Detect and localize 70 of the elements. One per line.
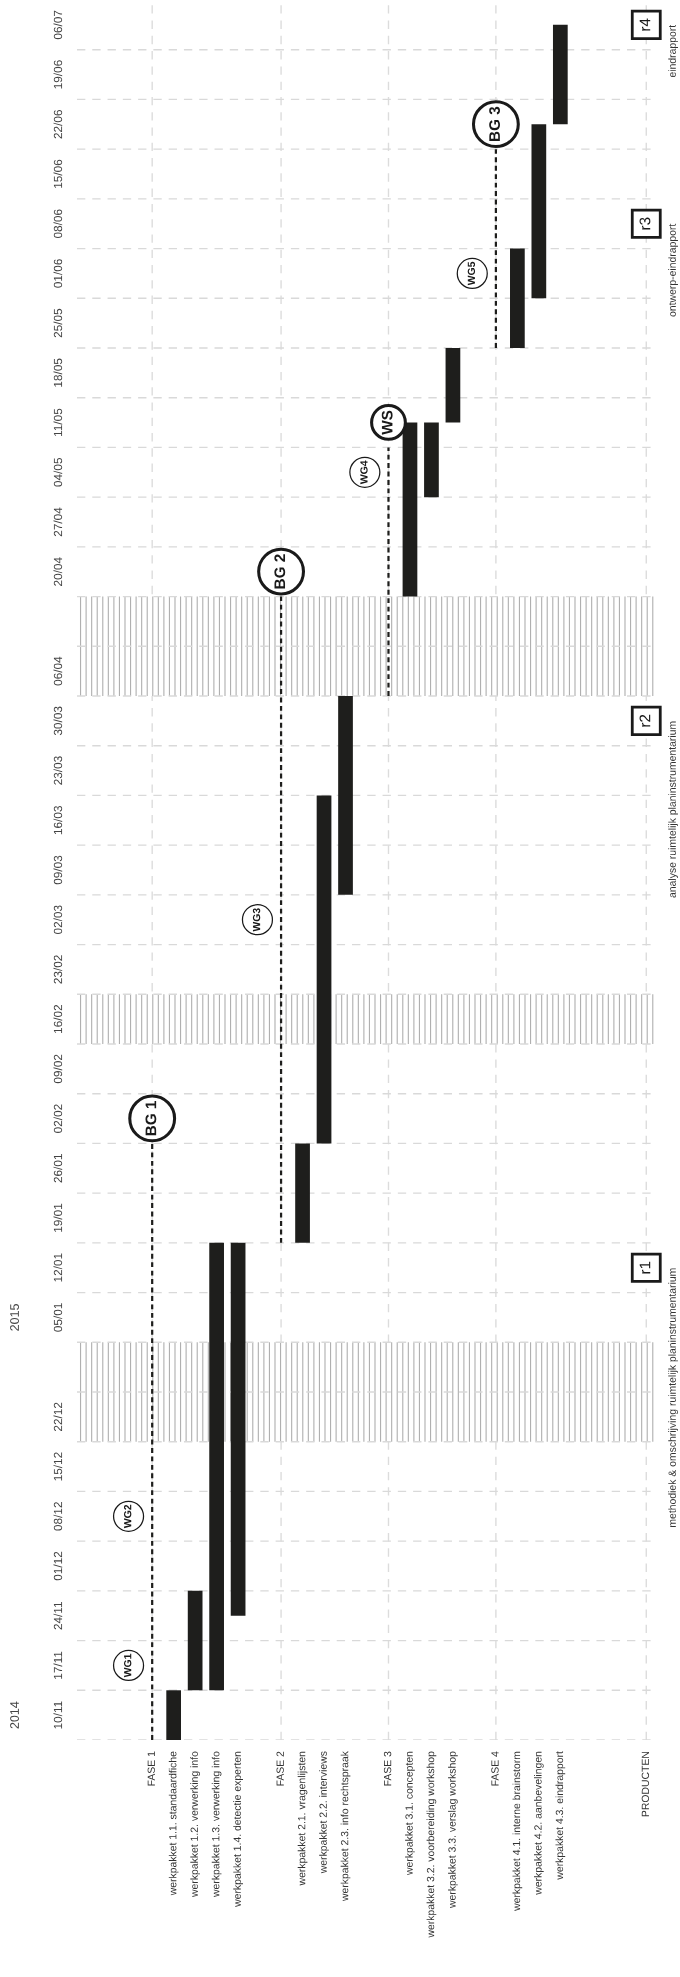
y-tick-label: 16/02 [53,1004,63,1034]
x-tick-label: werkpakket 2.3. info rechtspraak [340,1751,351,1902]
y-tick-label: 01/12 [53,1551,63,1581]
y-tick-label: 10/11 [53,1701,63,1729]
x-tick-label: werkpakket 4.1. interne brainstorm [512,1751,523,1911]
y-tick-label: 08/12 [53,1502,63,1531]
annotation: BG 1 [145,1101,157,1136]
x-tick-label: werkpakket 1.3. verwerking info [211,1751,222,1898]
y-tick-label: 15/12 [53,1452,63,1481]
annotation: r2 [639,714,651,727]
x-tick-label: werkpakket 3.3. verslag workshop [448,1751,458,1909]
y-tick-label: 18/05 [53,358,63,387]
y-tick-label: 23/02 [53,955,63,984]
x-tick-label: werkpakket 2.2. interviews [319,1751,329,1874]
y-tick-label: 26/01 [53,1154,63,1183]
x-tick-label: werkpakket 1.4. detectie experten [233,1751,243,1907]
annotation: r3 [639,217,651,230]
y-tick-label: 30/03 [53,706,63,736]
y-tick-label: 25/05 [53,308,63,338]
y-tick-label: 15/06 [53,159,63,188]
y-tick-label: 02/03 [53,905,63,935]
annotation: WG5 [467,261,476,286]
y-tick-label: 04/05 [53,458,63,487]
annotation: BG 3 [489,106,501,141]
y-tick-label: 11/05 [53,408,63,437]
x-tick-label: werkpakket 3.1. concepten [405,1751,415,1876]
annotation: r1 [639,1261,651,1274]
x-tick-label: FASE 3 [383,1751,392,1786]
annotation: analyse ruimtelijk planinstrumentarium [668,721,678,898]
y2-tick-label: 2015 [10,1304,19,1331]
annotation: WS [381,410,393,435]
y-tick-label: 05/01 [53,1303,63,1332]
y-tick-label: 23/03 [53,756,63,785]
y-tick-label: 22/12 [53,1402,63,1432]
x-tick-label: werkpakket 4.3. eindrapport [555,1751,566,1880]
y-tick-label: 22/06 [53,110,63,139]
x-tick-label: FASE 1 [147,1751,155,1786]
annotation: r4 [639,18,651,31]
y-tick-label: 20/04 [53,557,63,586]
x-tick-label: FASE 2 [276,1751,284,1786]
y-tick-label: 17/11 [53,1651,63,1679]
y-tick-label: 12/01 [53,1253,63,1282]
y-tick-label: 02/02 [53,1104,63,1133]
x-tick-label: werkpakket 4.2. aanbevelingen [534,1751,544,1895]
y-tick-label: 19/01 [53,1203,63,1232]
y-tick-label: 06/07 [53,10,63,40]
y2-tick-label: 2014 [10,1701,19,1729]
y-tick-label: 16/03 [53,806,63,835]
y-tick-label: 27/04 [53,507,63,537]
y-tick-label: 01/06 [53,259,63,288]
annotation: WG1 [123,1653,132,1678]
x-tick-label: werkpakket 1.1. standaardfiche [168,1751,179,1896]
x-tick-label: werkpakket 3.2. voorbereiding workshop [426,1751,437,1938]
y-tick-label: 24/11 [53,1601,63,1630]
x-tick-label: FASE 4 [491,1751,499,1786]
x-tick-label: werkpakket 2.1. vragenlijsten [297,1751,308,1886]
annotation: WG2 [123,1504,132,1529]
y-tick-label: 06/04 [53,656,63,686]
annotation: WG4 [360,460,368,485]
x-tick-label: PRODUCTEN [641,1751,650,1817]
annotation: BG 2 [274,554,286,589]
annotation: methodiek & omschrijving ruimtelijk planinstrumentarium [668,1268,678,1527]
y-tick-label: 09/03 [53,855,63,885]
annotation: WG3 [252,908,261,932]
y-tick-label: 19/06 [53,60,63,89]
x-tick-label: werkpakket 1.2. verwerking info [190,1751,200,1898]
y-tick-label: 09/02 [53,1054,63,1084]
y-tick-label: 08/06 [53,209,63,239]
annotation: ontwerp-eindrapport [668,223,678,317]
annotation: eindrapport [668,24,678,78]
